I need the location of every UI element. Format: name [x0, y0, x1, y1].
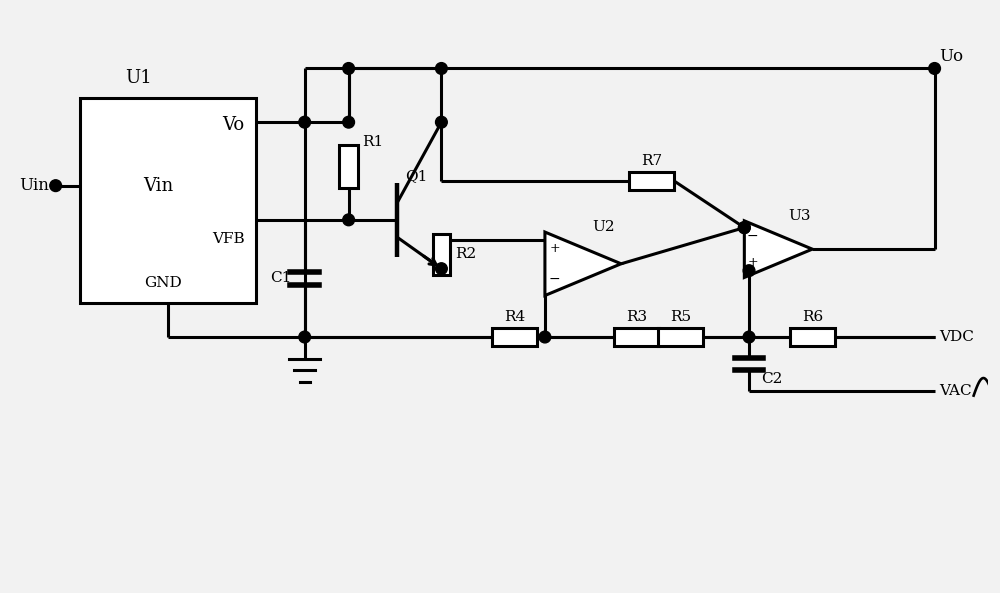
Text: VAC: VAC — [939, 384, 972, 398]
Text: R1: R1 — [362, 135, 384, 149]
Text: +: + — [748, 256, 758, 269]
Text: Uin: Uin — [20, 177, 49, 194]
Circle shape — [738, 222, 750, 234]
Polygon shape — [744, 221, 812, 278]
Circle shape — [743, 265, 755, 276]
Text: U3: U3 — [788, 209, 811, 224]
Text: Vo: Vo — [222, 116, 244, 134]
Text: VDC: VDC — [939, 330, 974, 344]
Text: R3: R3 — [626, 311, 647, 324]
Polygon shape — [545, 232, 621, 295]
Text: −: − — [747, 228, 759, 243]
Circle shape — [743, 331, 755, 343]
Text: R5: R5 — [670, 311, 691, 324]
Circle shape — [929, 63, 940, 74]
Text: Vin: Vin — [144, 177, 174, 195]
Circle shape — [343, 63, 354, 74]
Circle shape — [299, 116, 311, 128]
Text: +: + — [549, 242, 560, 255]
Text: Uo: Uo — [939, 48, 964, 65]
Bar — [790, 329, 835, 346]
Text: R7: R7 — [641, 154, 662, 168]
Bar — [339, 145, 358, 187]
Text: R2: R2 — [455, 247, 476, 261]
Circle shape — [343, 214, 354, 226]
Bar — [614, 329, 659, 346]
Text: U1: U1 — [125, 69, 152, 87]
Bar — [433, 234, 450, 275]
Circle shape — [738, 222, 750, 234]
Circle shape — [299, 331, 311, 343]
Circle shape — [539, 331, 551, 343]
Circle shape — [436, 116, 447, 128]
Bar — [629, 172, 674, 190]
Text: Q1: Q1 — [405, 169, 428, 183]
Text: C2: C2 — [761, 372, 782, 385]
Circle shape — [50, 180, 62, 192]
Circle shape — [436, 63, 447, 74]
Text: U2: U2 — [593, 220, 615, 234]
Text: −: − — [549, 272, 560, 286]
Text: C1: C1 — [270, 272, 291, 285]
Circle shape — [343, 116, 354, 128]
Text: R6: R6 — [802, 311, 823, 324]
Bar — [80, 98, 256, 303]
Text: VFB: VFB — [212, 232, 245, 246]
Text: R4: R4 — [504, 311, 525, 324]
Text: GND: GND — [144, 276, 182, 291]
Bar — [658, 329, 703, 346]
Circle shape — [436, 263, 447, 275]
Bar — [492, 329, 537, 346]
